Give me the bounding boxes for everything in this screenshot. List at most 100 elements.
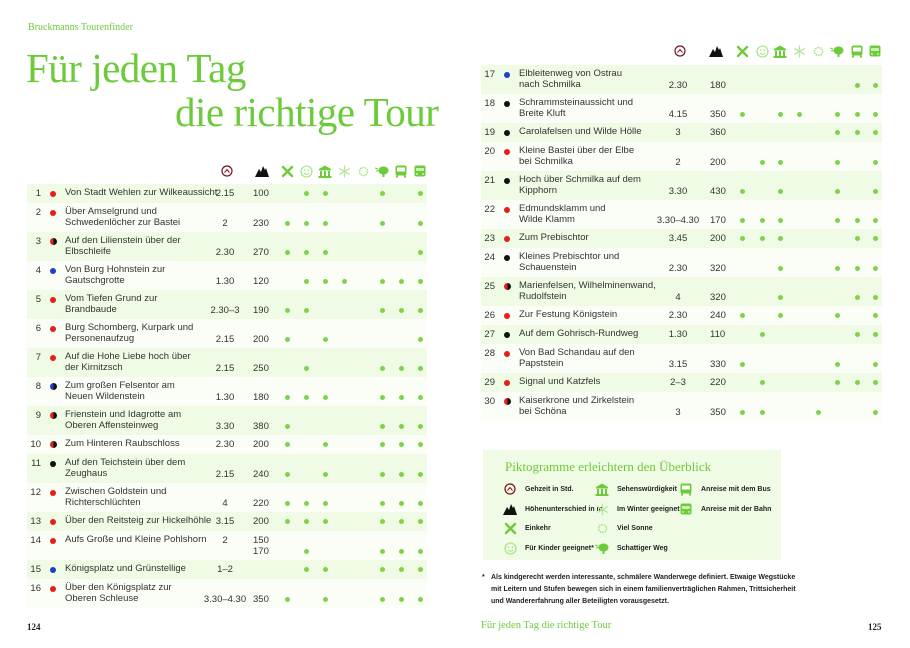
- feature-dot-kinder: [303, 279, 309, 284]
- walking-time: 2–3: [670, 377, 686, 388]
- cutlery-icon: [503, 521, 517, 535]
- tour-name: Von Burg Hohnstein zur Gautschgrotte: [65, 264, 165, 286]
- tour-number: 25: [484, 281, 495, 292]
- table-row: 4 Von Burg Hohnstein zur Gautschgrotte 1.30…: [27, 261, 427, 290]
- table-row: 19 Carolafelsen und Wilde Hölle 3 360: [481, 123, 882, 142]
- feature-dot-einkehr: [739, 410, 745, 415]
- tour-name: Signal und Katzfels: [519, 376, 600, 387]
- feature-dot-bahn: [872, 83, 878, 88]
- walking-time: 2.15: [215, 188, 235, 199]
- tour-name: Von Bad Schandau auf den Papststein: [519, 347, 635, 369]
- feature-dot-schatten: [379, 597, 385, 602]
- tour-name-line: Zum Prebischtor: [519, 232, 589, 243]
- feature-dot-schatten: [834, 362, 840, 367]
- difficulty-dot: [50, 297, 56, 303]
- legend-item: Schattiger Weg: [595, 541, 668, 555]
- difficulty-dot: [504, 313, 510, 319]
- difficulty-dot: [504, 130, 510, 136]
- elevation-gain: 220: [710, 377, 726, 388]
- legend-label: Einkehr: [525, 524, 551, 532]
- tour-number: 17: [484, 69, 495, 80]
- feature-dot-schatten: [379, 424, 385, 429]
- feature-dot-sehenswuerdigkeit: [322, 337, 328, 342]
- difficulty-dot: [504, 398, 511, 405]
- feature-dot-sehenswuerdigkeit: [777, 160, 783, 165]
- snowflake-icon: [595, 502, 609, 516]
- feature-dot-bus: [398, 395, 404, 400]
- bus-icon: [679, 482, 693, 496]
- feature-dot-bus: [854, 266, 860, 271]
- temple-icon: [773, 44, 787, 58]
- feature-dot-bus: [398, 519, 404, 524]
- feature-dot-schatten: [834, 189, 840, 194]
- feature-dot-schatten: [379, 279, 385, 284]
- feature-dot-bus: [854, 295, 860, 300]
- tour-number: 16: [30, 583, 41, 594]
- elevation-gain: 200: [253, 439, 269, 450]
- walking-time: 2.30: [668, 263, 688, 274]
- tour-name-line: Gautschgrotte: [65, 275, 125, 286]
- table-row: 30 Kaiserkrone und Zirkelstein bei Schöna 3…: [481, 392, 882, 421]
- feature-dot-kinder: [759, 332, 765, 337]
- walking-time: 4: [222, 498, 228, 509]
- feature-dot-einkehr: [284, 308, 290, 313]
- feature-dot-kinder: [303, 549, 309, 554]
- feature-dot-schatten: [379, 501, 385, 506]
- tour-name: Vom Tiefen Grund zur Brandbaude: [65, 293, 157, 315]
- feature-dot-kinder: [759, 160, 765, 165]
- feature-dot-kinder: [303, 250, 309, 255]
- feature-dot-bahn: [872, 160, 878, 165]
- feature-dot-schatten: [379, 221, 385, 226]
- table-row: 14 Aufs Große und Kleine Pohlshorn 2 150 17…: [27, 531, 427, 560]
- difficulty-dot: [50, 383, 57, 390]
- feature-dot-sehenswuerdigkeit: [322, 279, 328, 284]
- feature-dot-bahn: [417, 279, 423, 284]
- difficulty-dot: [504, 236, 510, 242]
- legend-label: Sehenswürdigkeit: [617, 485, 677, 493]
- walking-time: 3.30–4.30: [656, 215, 700, 226]
- feature-dot-kinder: [303, 519, 309, 524]
- feature-dot-bus: [854, 83, 860, 88]
- feature-dot-bahn: [417, 424, 423, 429]
- feature-dot-bahn: [417, 191, 423, 196]
- feature-dot-bahn: [417, 366, 423, 371]
- feature-dot-einkehr: [739, 112, 745, 117]
- elevation-gain: 120: [253, 276, 269, 287]
- elevation-gain: 100: [253, 188, 269, 199]
- table-row: 13 Über den Reitsteig zur Hickelhöhle 3.15…: [27, 512, 427, 531]
- legend-item: Für Kinder geeignet*: [503, 541, 594, 555]
- bus-icon: [850, 44, 864, 58]
- feature-dot-sehenswuerdigkeit: [777, 236, 783, 241]
- feature-dot-bahn: [417, 442, 423, 447]
- tour-number: 21: [484, 175, 495, 186]
- tour-name-line: Wilde Klamm: [519, 214, 575, 225]
- table-row: 6 Burg Schomberg, Kurpark und Personenaufz…: [27, 319, 427, 348]
- tour-name-line: Auf die Hohe Liebe hoch über: [65, 351, 191, 362]
- table-row: 15 Königsplatz und Grünstellige 1–2: [27, 560, 427, 579]
- tour-name-line: Marienfelsen, Wilhelminenwand,: [519, 280, 656, 291]
- feature-dot-einkehr: [284, 442, 290, 447]
- feature-dot-kinder: [303, 395, 309, 400]
- tour-number: 30: [484, 396, 495, 407]
- feature-dot-bahn: [872, 266, 878, 271]
- difficulty-dot: [504, 207, 510, 213]
- tour-name-line: Signal und Katzfels: [519, 376, 601, 387]
- tour-name-line: Aufs Große und Kleine Pohlshorn: [65, 534, 207, 545]
- feature-dot-bus: [854, 380, 860, 385]
- feature-dot-bahn: [872, 332, 878, 337]
- tour-name-line: Papststein: [519, 358, 564, 369]
- feature-dot-sonne: [815, 410, 821, 415]
- tour-name-line: Elbschleife: [65, 246, 111, 257]
- table-row: 26 Zur Festung Königstein 2.30 240: [481, 306, 882, 325]
- walking-time: 2.30–3: [210, 305, 240, 316]
- feature-dot-kinder: [303, 191, 309, 196]
- feature-dot-sehenswuerdigkeit: [322, 221, 328, 226]
- feature-dot-bahn: [872, 362, 878, 367]
- elevation-gain: 180: [253, 392, 269, 403]
- table-row: 29 Signal und Katzfels 2–3 220: [481, 373, 882, 392]
- feature-dot-bus: [854, 236, 860, 241]
- walking-time: 1–2: [217, 564, 233, 575]
- feature-dot-bus: [854, 130, 860, 135]
- feature-dot-bus: [854, 218, 860, 223]
- snowflake-icon: [337, 164, 351, 178]
